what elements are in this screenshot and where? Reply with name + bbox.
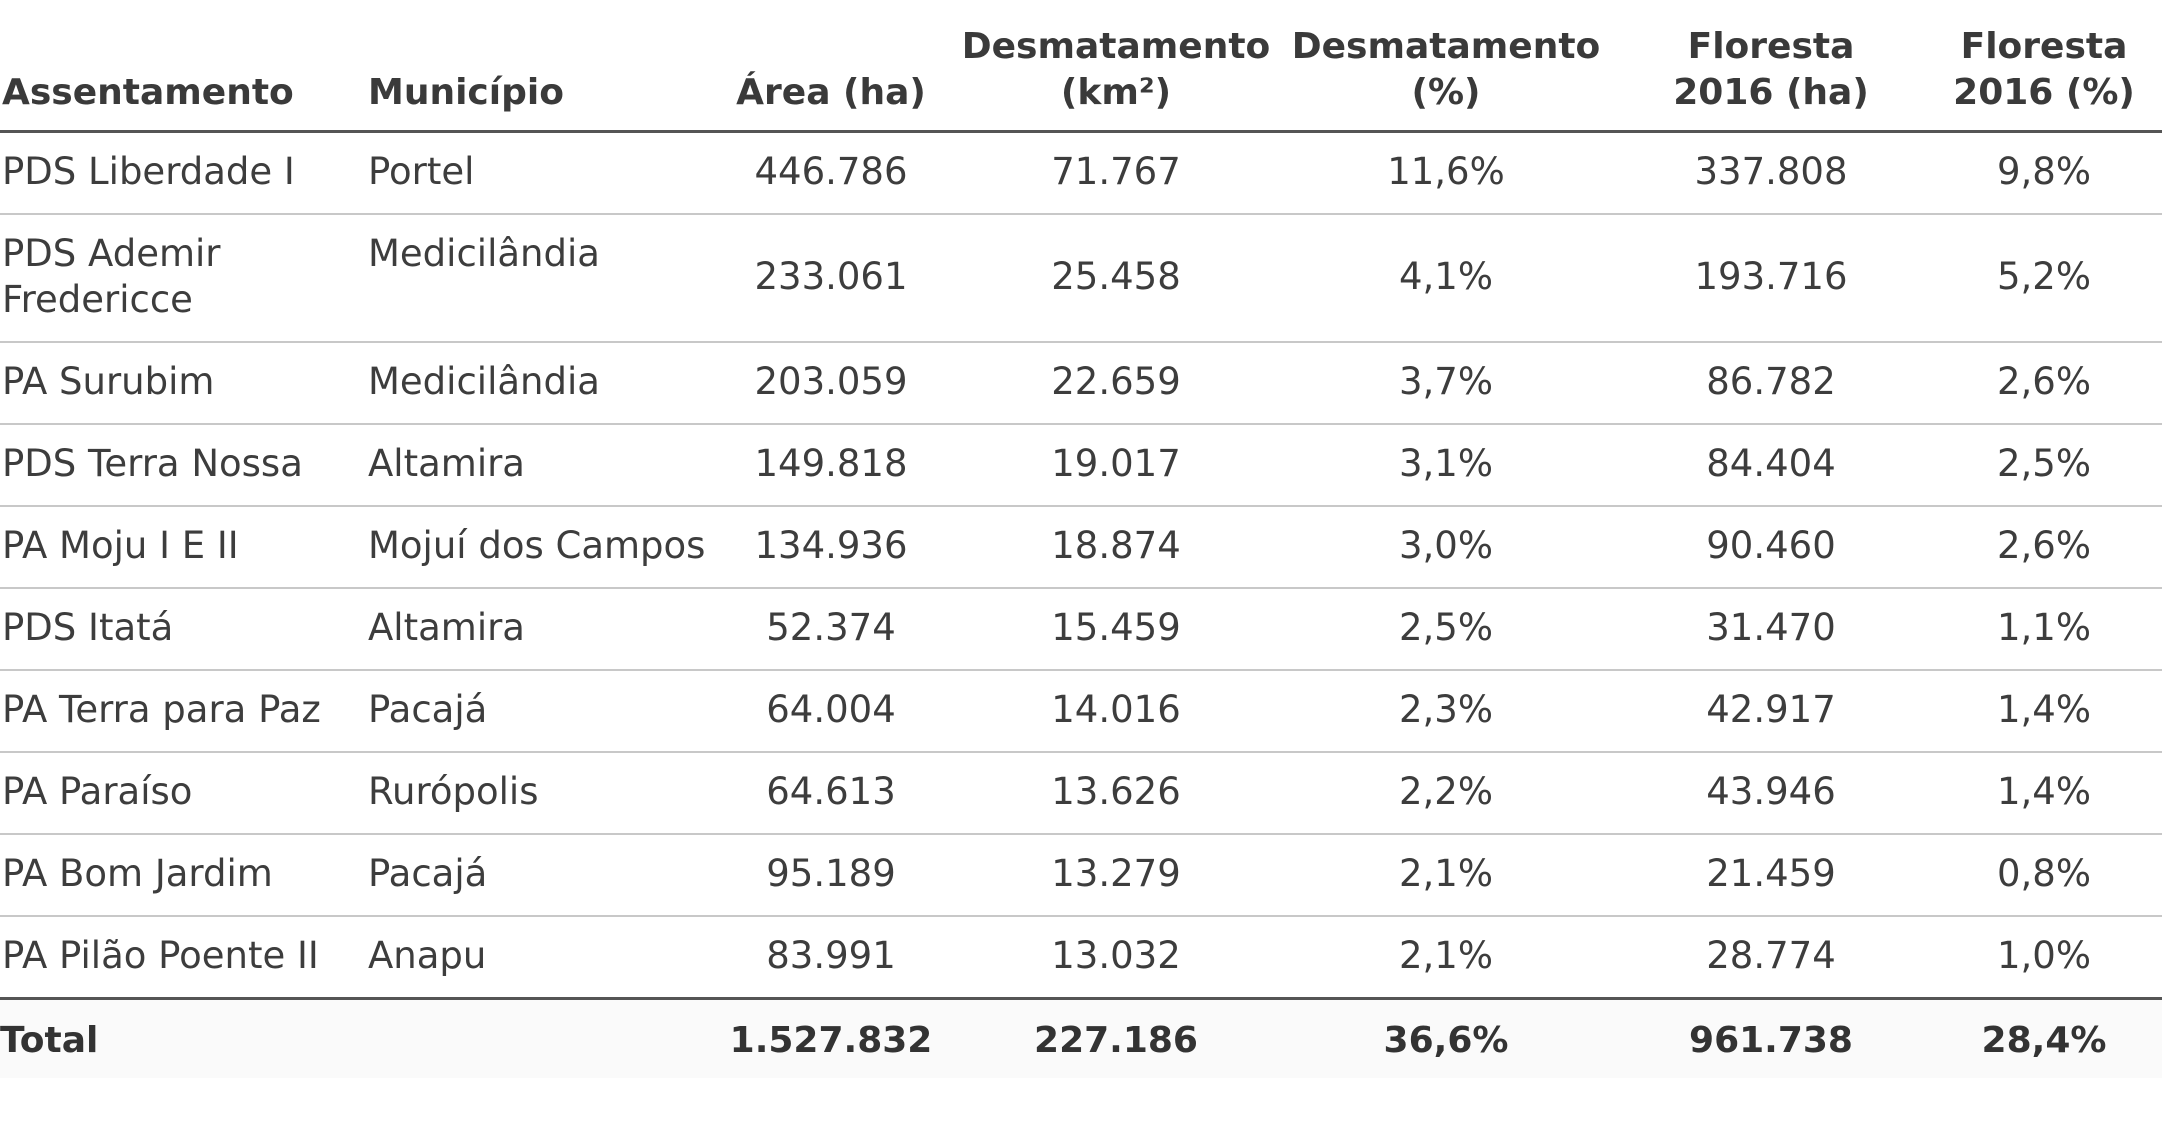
- settlements-deforestation-table: Assentamento Município Área (ha) Desmata…: [0, 0, 2162, 1078]
- total-forest-pct: 28,4%: [1926, 998, 2162, 1078]
- cell-deforestation-pct: 2,3%: [1276, 670, 1616, 753]
- table-row: PDS Liberdade I Portel 446.786 71.767 11…: [0, 131, 2162, 215]
- cell-deforestation-km2: 71.767: [956, 131, 1276, 215]
- table-row: PDS Terra Nossa Altamira 149.818 19.017 …: [0, 424, 2162, 507]
- cell-deforestation-km2: 13.279: [956, 834, 1276, 917]
- cell-forest-ha: 31.470: [1616, 588, 1926, 671]
- cell-area: 149.818: [706, 424, 956, 507]
- cell-area: 64.613: [706, 752, 956, 835]
- table-row: PDS Itatá Altamira 52.374 15.459 2,5% 31…: [0, 588, 2162, 671]
- cell-forest-pct: 1,1%: [1926, 588, 2162, 671]
- cell-area: 64.004: [706, 670, 956, 753]
- table-row: PA Paraíso Rurópolis 64.613 13.626 2,2% …: [0, 752, 2162, 835]
- total-row: Total 1.527.832 227.186 36,6% 961.738 28…: [0, 998, 2162, 1078]
- cell-settlement: PDS Ademir Fredericce: [0, 214, 366, 343]
- cell-settlement: PDS Liberdade I: [0, 131, 366, 215]
- cell-municipality: Medicilândia: [366, 214, 706, 343]
- cell-municipality: Anapu: [366, 916, 706, 1000]
- cell-municipality: Altamira: [366, 424, 706, 507]
- cell-deforestation-pct: 2,5%: [1276, 588, 1616, 671]
- total-area: 1.527.832: [706, 998, 956, 1078]
- table-row: PA Terra para Paz Pacajá 64.004 14.016 2…: [0, 670, 2162, 753]
- cell-forest-pct: 2,6%: [1926, 506, 2162, 589]
- cell-forest-pct: 0,8%: [1926, 834, 2162, 917]
- cell-forest-ha: 28.774: [1616, 916, 1926, 1000]
- cell-settlement: PA Terra para Paz: [0, 670, 366, 753]
- total-forest-ha: 961.738: [1616, 998, 1926, 1078]
- cell-settlement: PA Surubim: [0, 342, 366, 425]
- cell-settlement: PA Paraíso: [0, 752, 366, 835]
- cell-deforestation-pct: 2,1%: [1276, 834, 1616, 917]
- total-label: Total: [0, 998, 366, 1078]
- cell-municipality: Portel: [366, 131, 706, 215]
- cell-forest-ha: 193.716: [1616, 214, 1926, 343]
- cell-settlement: PA Bom Jardim: [0, 834, 366, 917]
- header-row: Assentamento Município Área (ha) Desmata…: [0, 0, 2162, 133]
- table-row: PA Pilão Poente II Anapu 83.991 13.032 2…: [0, 916, 2162, 1000]
- cell-settlement: PDS Itatá: [0, 588, 366, 671]
- cell-municipality: Rurópolis: [366, 752, 706, 835]
- header-settlement: Assentamento: [0, 0, 366, 133]
- header-forest-2016-pct: Floresta 2016 (%): [1926, 0, 2162, 133]
- cell-forest-ha: 337.808: [1616, 131, 1926, 215]
- cell-forest-pct: 1,4%: [1926, 752, 2162, 835]
- cell-forest-ha: 21.459: [1616, 834, 1926, 917]
- total-deforestation-km2: 227.186: [956, 998, 1276, 1078]
- cell-municipality: Pacajá: [366, 670, 706, 753]
- cell-deforestation-pct: 2,1%: [1276, 916, 1616, 1000]
- header-forest-2016-ha: Floresta 2016 (ha): [1616, 0, 1926, 133]
- total-deforestation-pct: 36,6%: [1276, 998, 1616, 1078]
- cell-area: 52.374: [706, 588, 956, 671]
- cell-deforestation-pct: 11,6%: [1276, 131, 1616, 215]
- cell-forest-ha: 43.946: [1616, 752, 1926, 835]
- cell-settlement: PA Moju I E II: [0, 506, 366, 589]
- cell-deforestation-km2: 18.874: [956, 506, 1276, 589]
- cell-area: 83.991: [706, 916, 956, 1000]
- cell-area: 446.786: [706, 131, 956, 215]
- data-table-container: Assentamento Município Área (ha) Desmata…: [0, 0, 2162, 1078]
- table-row: PA Bom Jardim Pacajá 95.189 13.279 2,1% …: [0, 834, 2162, 917]
- cell-forest-pct: 2,5%: [1926, 424, 2162, 507]
- table-row: PDS Ademir Fredericce Medicilândia 233.0…: [0, 214, 2162, 343]
- table-row: PA Surubim Medicilândia 203.059 22.659 3…: [0, 342, 2162, 425]
- cell-deforestation-km2: 15.459: [956, 588, 1276, 671]
- cell-forest-ha: 42.917: [1616, 670, 1926, 753]
- cell-deforestation-km2: 13.626: [956, 752, 1276, 835]
- table-row: PA Moju I E II Mojuí dos Campos 134.936 …: [0, 506, 2162, 589]
- header-deforestation-km2: Desmatamento (km²): [956, 0, 1276, 133]
- cell-forest-ha: 84.404: [1616, 424, 1926, 507]
- cell-municipality: Pacajá: [366, 834, 706, 917]
- cell-area: 203.059: [706, 342, 956, 425]
- header-deforestation-pct: Desmatamento (%): [1276, 0, 1616, 133]
- header-area: Área (ha): [706, 0, 956, 133]
- cell-area: 95.189: [706, 834, 956, 917]
- header-municipality: Município: [366, 0, 706, 133]
- cell-deforestation-pct: 4,1%: [1276, 214, 1616, 343]
- cell-deforestation-pct: 3,0%: [1276, 506, 1616, 589]
- cell-forest-ha: 86.782: [1616, 342, 1926, 425]
- cell-forest-pct: 1,0%: [1926, 916, 2162, 1000]
- cell-area: 134.936: [706, 506, 956, 589]
- cell-deforestation-km2: 25.458: [956, 214, 1276, 343]
- cell-settlement: PDS Terra Nossa: [0, 424, 366, 507]
- total-municipality: [366, 998, 706, 1078]
- cell-settlement: PA Pilão Poente II: [0, 916, 366, 1000]
- cell-deforestation-pct: 2,2%: [1276, 752, 1616, 835]
- cell-deforestation-km2: 14.016: [956, 670, 1276, 753]
- cell-forest-ha: 90.460: [1616, 506, 1926, 589]
- cell-forest-pct: 9,8%: [1926, 131, 2162, 215]
- cell-municipality: Mojuí dos Campos: [366, 506, 706, 589]
- cell-forest-pct: 5,2%: [1926, 214, 2162, 343]
- cell-deforestation-pct: 3,1%: [1276, 424, 1616, 507]
- cell-deforestation-km2: 13.032: [956, 916, 1276, 1000]
- cell-municipality: Altamira: [366, 588, 706, 671]
- cell-municipality: Medicilândia: [366, 342, 706, 425]
- cell-forest-pct: 2,6%: [1926, 342, 2162, 425]
- cell-deforestation-km2: 19.017: [956, 424, 1276, 507]
- cell-area: 233.061: [706, 214, 956, 343]
- cell-deforestation-km2: 22.659: [956, 342, 1276, 425]
- cell-deforestation-pct: 3,7%: [1276, 342, 1616, 425]
- cell-forest-pct: 1,4%: [1926, 670, 2162, 753]
